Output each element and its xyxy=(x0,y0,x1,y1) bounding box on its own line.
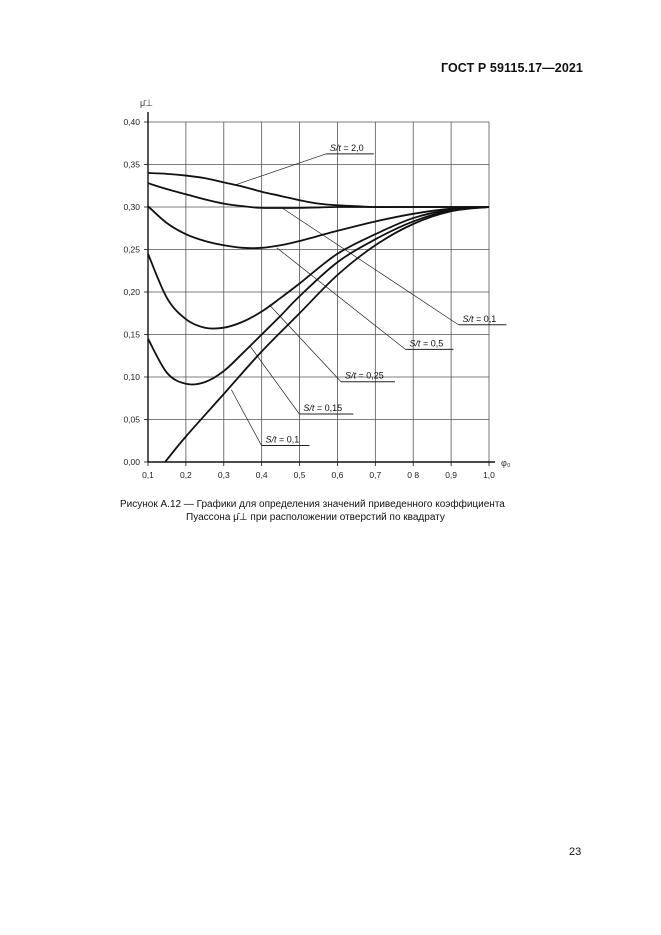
annotation-leader-line xyxy=(280,206,459,326)
annotation-leader-line xyxy=(235,153,326,186)
y-axis-label: μ̄⊥ xyxy=(140,98,153,108)
x-tick-label: 0 8 xyxy=(407,470,419,480)
y-tick-label: 0,15 xyxy=(123,330,140,340)
y-tick-label: 0,30 xyxy=(123,202,140,212)
annotation-label: S/t = 0,1 xyxy=(265,434,299,444)
chart-axes xyxy=(144,112,495,466)
y-tick-label: 0,40 xyxy=(123,117,140,127)
y-tick-label: 0,10 xyxy=(123,372,140,382)
y-tick-label: 0,00 xyxy=(123,457,140,467)
annotation-label: S/t = 0,15 xyxy=(303,403,342,413)
series-line xyxy=(147,205,490,250)
x-tick-label: 1,0 xyxy=(483,470,495,480)
series-line xyxy=(147,206,490,330)
caption-line-1: Рисунок А.12 — Графики для определения з… xyxy=(120,499,505,510)
series-line xyxy=(164,206,490,463)
x-tick-label: 0,3 xyxy=(218,470,230,480)
y-tick-label: 0,20 xyxy=(123,287,140,297)
document-header: ГОСТ Р 59115.17—2021 xyxy=(440,61,583,75)
x-tick-label: 0,5 xyxy=(294,470,306,480)
annotation-label: S/t = 0,25 xyxy=(345,371,384,381)
annotation-leader-line xyxy=(268,304,342,382)
x-tick-label: 0,6 xyxy=(332,470,344,480)
axis-labels: μ̄⊥ φ₀ xyxy=(140,98,511,468)
x-tick-label: 0,2 xyxy=(180,470,192,480)
y-tick-label: 0,25 xyxy=(123,245,140,255)
axis-tick-labels: 0,1 0,2 0,3 0,4 0,5 0,6 0,7 0 8 0,9 1,0 0,00 0,05 0,… xyxy=(123,117,495,480)
series-line xyxy=(147,172,489,208)
annotation-leader-line xyxy=(276,247,406,350)
y-tick-label: 0,35 xyxy=(123,160,140,170)
page-number: 23 xyxy=(569,846,582,858)
annotation-leaders: S/t = 2,0 S/t = 0,1 S/t = 0,5 S/t = 0,25 S/t… xyxy=(231,143,507,446)
annotation-leader-line xyxy=(250,346,300,415)
caption-line-2: Пуассона μ̄⊥ при расположении отверстий … xyxy=(186,512,445,523)
annotation-label: S/t = 2,0 xyxy=(330,143,364,153)
series-line xyxy=(147,206,490,386)
annotation-label: S/t = 0,1 xyxy=(462,314,496,324)
x-tick-label: 0,9 xyxy=(445,470,457,480)
x-axis-label: φ₀ xyxy=(501,458,511,468)
y-tick-label: 0,05 xyxy=(123,415,140,425)
annotation-label: S/t = 0,5 xyxy=(409,338,443,348)
series-line xyxy=(147,182,489,209)
x-tick-label: 0,7 xyxy=(369,470,381,480)
annotation-leader-line xyxy=(231,389,262,446)
x-tick-label: 0,1 xyxy=(142,470,154,480)
chart-series xyxy=(147,172,490,463)
x-tick-label: 0,4 xyxy=(256,470,268,480)
